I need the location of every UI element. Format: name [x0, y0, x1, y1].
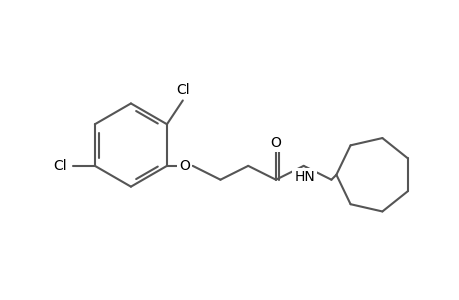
Text: O: O [270, 136, 281, 150]
Text: HN: HN [294, 170, 314, 184]
Text: O: O [179, 159, 190, 173]
Text: Cl: Cl [53, 159, 67, 173]
Text: Cl: Cl [176, 82, 189, 97]
